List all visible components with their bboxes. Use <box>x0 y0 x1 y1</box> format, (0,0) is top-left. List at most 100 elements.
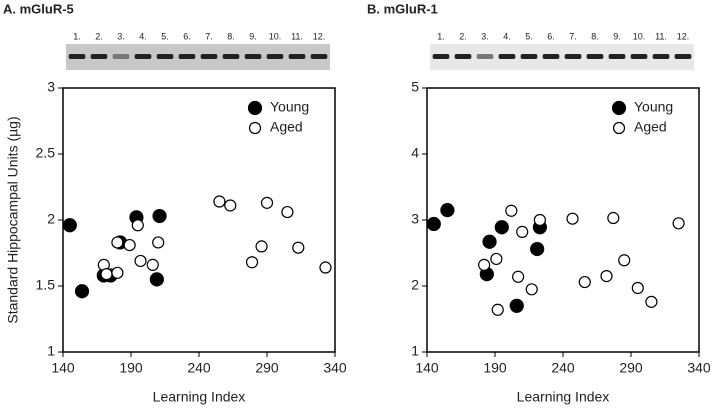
blot-band <box>608 54 626 59</box>
y-tick-label: 2.5 <box>36 145 56 161</box>
y-tick-label: 4 <box>411 145 419 161</box>
x-tick-label: 240 <box>551 360 575 376</box>
data-point <box>146 258 159 271</box>
data-point <box>491 303 504 316</box>
data-point <box>319 261 332 274</box>
x-tick-label: 240 <box>187 360 211 376</box>
blot-band <box>674 54 692 59</box>
lane-label: 7. <box>569 31 577 41</box>
x-tick-label: 140 <box>415 360 439 376</box>
blot-band <box>244 54 262 59</box>
data-point <box>494 220 509 235</box>
data-point <box>490 252 503 266</box>
data-point <box>516 225 529 238</box>
data-point <box>100 268 113 281</box>
lane-label: 12. <box>313 31 326 41</box>
y-tick-label: 1 <box>47 343 55 359</box>
lane-label: 2. <box>459 31 467 41</box>
y-axis-label: Standard Hippocampal Units (µg) <box>5 116 21 323</box>
legend-label: Young <box>270 99 309 115</box>
blot-band <box>68 54 86 59</box>
data-point <box>482 234 497 249</box>
lane-label: 7. <box>205 31 213 41</box>
lane-label: 12. <box>677 31 690 41</box>
data-point <box>645 295 658 308</box>
data-point <box>281 205 294 219</box>
x-tick-label: 140 <box>51 360 75 376</box>
lane-label: 6. <box>547 31 555 41</box>
lane-label: 10. <box>633 31 646 41</box>
data-point <box>123 238 136 252</box>
blot-band <box>266 54 284 59</box>
data-point <box>111 236 124 249</box>
lane-label: 11. <box>291 31 303 41</box>
data-point <box>672 217 685 230</box>
data-point <box>260 196 274 209</box>
blot-band <box>520 54 538 59</box>
lane-label: 1. <box>437 31 445 41</box>
lane-label: 10. <box>269 31 282 41</box>
x-axis-label: Learning Index <box>153 389 246 405</box>
y-tick-label: 3 <box>411 211 419 227</box>
data-point <box>440 203 455 218</box>
lane-label: 1. <box>73 31 81 41</box>
y-tick-label: 5 <box>411 79 419 95</box>
blot-band <box>476 54 494 59</box>
blot-band <box>586 54 604 59</box>
data-point <box>131 219 144 232</box>
legend-marker <box>612 121 626 135</box>
blot-image <box>430 44 694 70</box>
data-point <box>618 254 631 267</box>
y-tick-label: 2 <box>47 211 55 227</box>
lane-label: 4. <box>503 31 511 41</box>
blot-band <box>564 54 582 59</box>
x-tick-label: 340 <box>323 360 347 376</box>
legend-label: Young <box>634 99 673 115</box>
blot-band <box>90 54 108 59</box>
legend-label: Aged <box>270 119 303 135</box>
data-point <box>607 211 620 225</box>
data-point <box>530 241 545 257</box>
legend-marker <box>248 121 262 135</box>
x-tick-label: 290 <box>619 360 643 376</box>
lane-label: 5. <box>161 31 169 41</box>
data-point <box>62 218 77 233</box>
data-point <box>512 270 525 283</box>
panel-title: B. mGluR-1 <box>367 1 438 16</box>
y-tick-label: 1 <box>411 343 419 359</box>
x-tick-label: 340 <box>687 360 711 376</box>
lane-label: 2. <box>95 31 103 41</box>
data-point <box>505 204 518 217</box>
blot-band <box>156 54 174 59</box>
lane-label: 8. <box>227 31 235 41</box>
blot-band <box>542 54 560 59</box>
data-point <box>292 241 305 254</box>
blot-band <box>652 54 670 59</box>
blot-band <box>432 54 450 59</box>
blot-band <box>200 54 218 59</box>
data-point <box>245 256 259 269</box>
lane-label: 4. <box>139 31 147 41</box>
blot-band <box>112 54 130 59</box>
lane-label: 5. <box>525 31 533 41</box>
data-point <box>631 281 644 295</box>
lane-label: 11. <box>655 31 667 41</box>
data-point <box>578 275 591 289</box>
blot-band <box>454 54 472 59</box>
data-point <box>426 216 441 232</box>
data-point <box>600 270 613 283</box>
data-point <box>149 272 164 287</box>
blot-image <box>66 44 330 70</box>
data-point <box>566 212 579 225</box>
x-axis-label: Learning Index <box>517 389 610 405</box>
data-point <box>525 283 538 296</box>
lane-label: 8. <box>591 31 599 41</box>
blot-band <box>498 54 516 59</box>
data-point <box>152 236 165 249</box>
legend-marker <box>611 100 627 116</box>
blot-band <box>288 54 306 59</box>
blot-band <box>222 54 240 59</box>
x-tick-label: 190 <box>119 360 143 376</box>
lane-label: 6. <box>183 31 191 41</box>
